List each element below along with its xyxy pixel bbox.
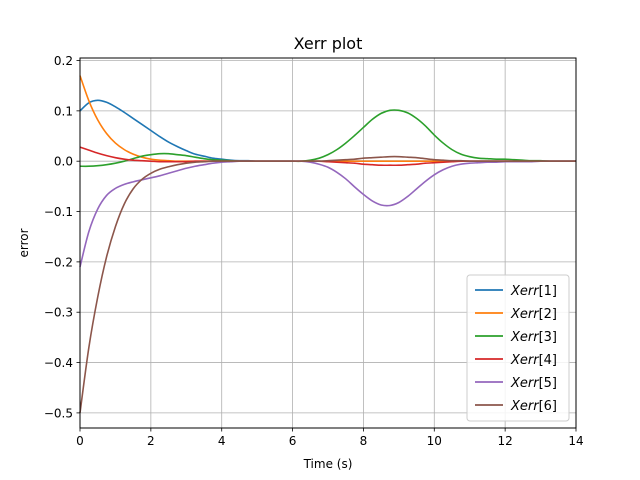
x-tick-label: 2 — [147, 434, 155, 448]
y-axis-label: error — [17, 228, 31, 257]
x-tick-label: 6 — [289, 434, 297, 448]
y-tick-label: 0.0 — [54, 155, 73, 169]
y-tick-label: 0.1 — [54, 104, 73, 118]
chart-title: Xerr plot — [294, 34, 363, 53]
legend-label-1: Xerr[1] — [510, 284, 557, 299]
legend-label-5: Xerr[5] — [510, 376, 557, 391]
legend-box — [466, 274, 570, 422]
y-tick-label: 0.2 — [54, 54, 73, 68]
legend-label-2: Xerr[2] — [510, 307, 557, 322]
x-tick-label: 10 — [427, 434, 442, 448]
x-tick-label: 0 — [76, 434, 84, 448]
x-tick-label: 4 — [218, 434, 226, 448]
plot-area-frame — [79, 57, 577, 429]
x-tick-label: 8 — [360, 434, 368, 448]
legend-label-4: Xerr[4] — [510, 353, 557, 368]
series-line-5 — [79, 160, 576, 268]
x-tick-label: 12 — [498, 434, 513, 448]
legend-label-3: Xerr[3] — [510, 330, 557, 345]
y-tick-label: −0.1 — [44, 205, 73, 219]
y-tick-label: −0.5 — [44, 406, 73, 420]
series-line-3 — [79, 109, 576, 168]
axis-ticks: 0 2 4 6 8 10 12 14 −0.5 −0.4 −0.3 −0.2 −0.1 0.0 0.1 0.2 — [44, 54, 584, 448]
x-tick-label: 14 — [568, 434, 583, 448]
y-tick-label: −0.2 — [44, 255, 73, 269]
series-line-6 — [79, 155, 576, 414]
y-tick-label: −0.3 — [44, 306, 73, 320]
legend-label-6: Xerr[6] — [510, 399, 557, 414]
y-tick-label: −0.4 — [44, 356, 73, 370]
plot-lines — [79, 75, 576, 414]
legend: Xerr[1] Xerr[2] Xerr[3] Xerr[4] Xerr[5] Xerr[… — [466, 274, 570, 422]
x-axis-label: Time (s) — [303, 457, 353, 471]
